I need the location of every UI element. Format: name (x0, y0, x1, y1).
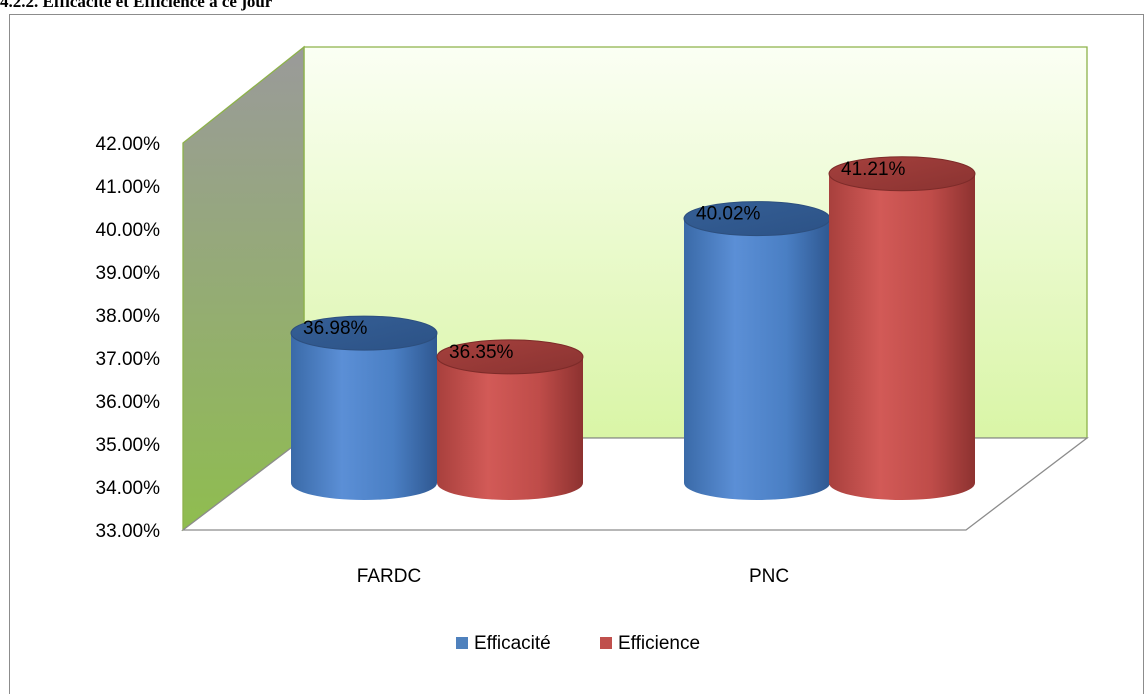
y-tick-label: 38.00% (96, 306, 161, 327)
cylinder-bar: 40.02% (683, 201, 831, 500)
y-tick-label: 42.00% (96, 134, 161, 155)
cylinder-body (437, 356, 583, 500)
y-tick-label: 35.00% (96, 435, 161, 456)
cylinder-bar-chart: 33.00% 34.00% 35.00% 36.00% 37.00% 38.00% 39.0… (96, 45, 1089, 654)
cylinder-top (828, 156, 976, 192)
legend-swatch (600, 637, 612, 649)
cylinder-top (290, 315, 438, 351)
y-tick-label: 41.00% (96, 177, 161, 198)
section-heading: 4.2.2. Efficacité et Efficience à ce jou… (0, 0, 273, 11)
cylinder-bar: 36.35% (436, 339, 584, 500)
bars: 36.98% 36.35% 40.02% 41.21% (290, 156, 976, 501)
cylinder-body (829, 173, 975, 501)
chart-frame (9, 14, 1144, 694)
y-axis: 33.00% 34.00% 35.00% 36.00% 37.00% 38.00% 39.0… (96, 134, 161, 542)
y-tick-label: 33.00% (96, 521, 161, 542)
category-label: FARDC (357, 566, 421, 587)
y-tick-label: 36.00% (96, 392, 161, 413)
legend: Efficacité Efficience (456, 633, 700, 654)
category-labels: FARDC PNC (357, 566, 789, 587)
legend-label: Efficience (618, 633, 700, 654)
legend-label: Efficacité (474, 633, 551, 654)
cylinder-body (291, 333, 437, 500)
data-label: 36.35% (449, 342, 514, 363)
y-tick-label: 40.00% (96, 220, 161, 241)
cylinder-body (684, 218, 830, 500)
cylinder-top (436, 339, 584, 375)
category-label: PNC (749, 566, 789, 587)
y-tick-label: 37.00% (96, 349, 161, 370)
legend-swatch (456, 637, 468, 649)
data-label: 36.98% (303, 318, 368, 339)
data-label: 40.02% (696, 204, 761, 225)
y-tick-label: 34.00% (96, 478, 161, 499)
y-tick-label: 39.00% (96, 263, 161, 284)
cylinder-bar: 36.98% (290, 315, 438, 500)
cylinder-bar: 41.21% (828, 156, 976, 501)
data-label: 41.21% (841, 159, 906, 180)
